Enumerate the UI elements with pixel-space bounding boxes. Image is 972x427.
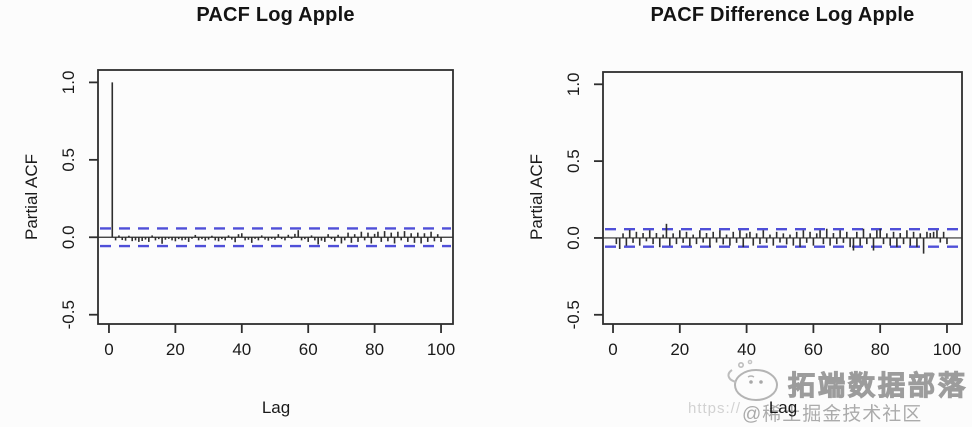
- y-axis-tick-label: -0.5: [564, 300, 583, 329]
- y-axis-tick-label: 1.0: [59, 71, 78, 95]
- y-axis-tick-label: 0.0: [59, 225, 78, 249]
- x-axis-tick-label: 60: [804, 340, 823, 359]
- watermark-url-text: https://: [688, 400, 742, 417]
- x-axis-tick-label: 20: [670, 340, 689, 359]
- left-x-axis-label: Lag: [261, 398, 291, 417]
- x-axis-tick-label: 0: [104, 340, 113, 359]
- plot-box: [97, 69, 454, 325]
- pacf-log-apple-chart: 0 20 40 60 80 100 -0.5 0.0 0.5 1.0: [59, 69, 455, 359]
- x-axis-tick-label: 20: [166, 340, 185, 359]
- tecdat-mascot-icon: [727, 359, 778, 401]
- right-y-axis-label: Partial ACF: [527, 154, 546, 240]
- watermark-brand-text: 拓端数据部落: [787, 370, 968, 401]
- pacf-difference-log-apple-chart: 0 20 40 60 80 100 -0.5 0.0 0.5 1.0: [564, 71, 963, 359]
- x-axis-tick-label: 0: [608, 340, 617, 359]
- plot-box: [602, 71, 963, 325]
- x-axis-tick-label: 60: [299, 340, 318, 359]
- left-y-axis-label: Partial ACF: [22, 154, 41, 240]
- x-axis-tick-label: 100: [933, 340, 961, 359]
- x-axis-tick-label: 40: [232, 340, 251, 359]
- right-chart-title: PACF Difference Log Apple: [650, 4, 915, 26]
- watermark-community-text: @稀土掘金技术社区: [742, 404, 923, 425]
- x-axis-tick-label: 100: [427, 340, 455, 359]
- left-chart-title: PACF Log Apple: [196, 4, 355, 26]
- x-axis-tick-label: 80: [365, 340, 384, 359]
- x-axis-tick-label: 80: [871, 340, 890, 359]
- y-axis-tick-label: 0.5: [564, 149, 583, 173]
- y-axis-tick-label: 1.0: [564, 72, 583, 96]
- y-axis-tick-label: 0.0: [564, 226, 583, 250]
- y-axis-tick-label: -0.5: [59, 300, 78, 329]
- right-x-axis-label: Lag: [768, 398, 798, 417]
- x-axis-tick-label: 40: [737, 340, 756, 359]
- y-axis-tick-label: 0.5: [59, 148, 78, 172]
